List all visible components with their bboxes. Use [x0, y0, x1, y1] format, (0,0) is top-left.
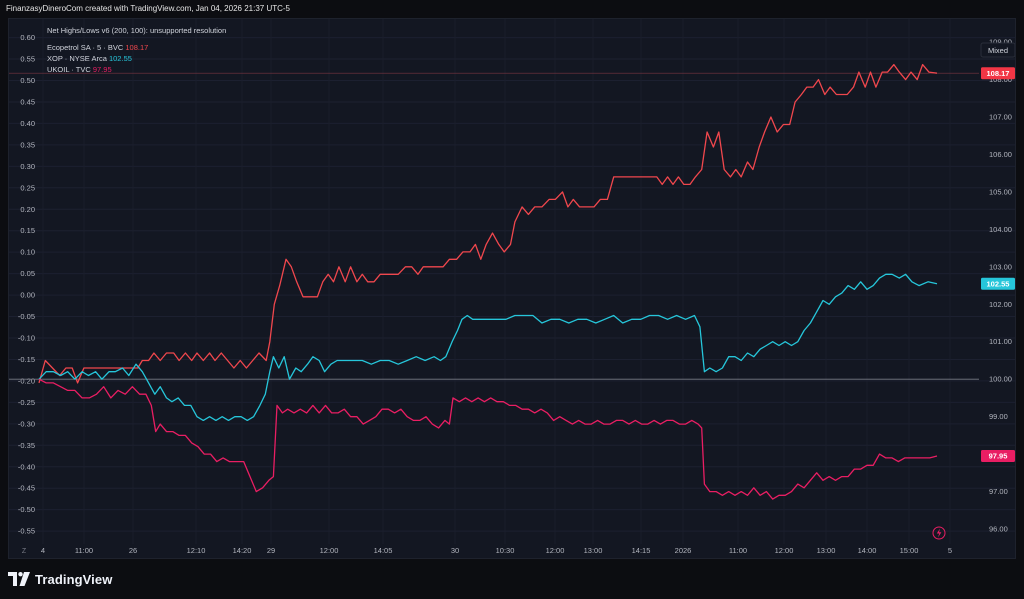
- right-tick-label: 99.00: [989, 412, 1008, 421]
- left-tick-label: -0.30: [18, 419, 35, 428]
- time-tick-label: 12:00: [320, 546, 339, 555]
- left-tick-label: 0.50: [20, 76, 35, 85]
- left-tick-label: -0.15: [18, 355, 35, 364]
- price-tags: 108.17 102.55 97.95: [981, 67, 1015, 462]
- legend-entry[interactable]: XOP · NYSE Arca 102.55: [47, 54, 132, 63]
- right-tick-label: 108.00: [989, 75, 1012, 84]
- price-tag-label: 97.95: [989, 452, 1008, 461]
- left-tick-label: -0.35: [18, 441, 35, 450]
- left-tick-label: -0.25: [18, 398, 35, 407]
- right-tick-label: 96.00: [989, 525, 1008, 534]
- left-tick-label: -0.50: [18, 505, 35, 514]
- lightning-icon[interactable]: [932, 526, 946, 540]
- series-line-2: [38, 273, 938, 422]
- tradingview-logo-icon: [8, 572, 30, 586]
- time-tick-label: 13:00: [584, 546, 603, 555]
- left-tick-label: 0.30: [20, 162, 35, 171]
- left-tick-label: -0.55: [18, 527, 35, 536]
- scale-mode-label: Mixed: [988, 46, 1008, 55]
- price-tag-label: 108.17: [987, 69, 1010, 78]
- legend-value: 97.95: [93, 65, 112, 74]
- legend-value: 102.55: [109, 54, 132, 63]
- time-tick-label: 5: [948, 546, 952, 555]
- footer: TradingView: [0, 560, 1024, 599]
- price-tag-label: 102.55: [987, 279, 1010, 288]
- grid-lines: [9, 19, 1015, 544]
- left-tick-label: 0.35: [20, 140, 35, 149]
- series-line-1: [38, 63, 938, 384]
- left-tick-label: -0.45: [18, 484, 35, 493]
- scale-mode-button[interactable]: Mixed: [980, 42, 1016, 58]
- indicator-label[interactable]: Net Highs/Lows v6 (200, 100): unsupporte…: [47, 26, 226, 35]
- brand-name: TradingView: [35, 571, 113, 587]
- left-tick-label: 0.20: [20, 205, 35, 214]
- right-tick-label: 100.00: [989, 375, 1012, 384]
- legend-name: XOP · NYSE Arca: [47, 54, 109, 63]
- time-tick-label: 15:00: [900, 546, 919, 555]
- legend: Net Highs/Lows v6 (200, 100): unsupporte…: [47, 26, 226, 74]
- left-tick-label: -0.40: [18, 462, 35, 471]
- time-tick-label: 26: [129, 546, 137, 555]
- z-icon[interactable]: Z: [22, 548, 27, 555]
- left-axis: 0.60 0.55 0.50 0.45 0.40 0.35 0.30 0.25 0.20 0.15…: [18, 33, 35, 536]
- left-tick-label: -0.10: [18, 334, 35, 343]
- time-tick-label: 29: [267, 546, 275, 555]
- left-tick-label: 0.45: [20, 97, 35, 106]
- time-tick-label: 12:00: [775, 546, 794, 555]
- left-tick-label: -0.05: [18, 312, 35, 321]
- series-layer: [38, 63, 938, 500]
- series-line-3: [38, 378, 938, 500]
- legend-value: 108.17: [125, 43, 148, 52]
- legend-entry[interactable]: Ecopetrol SA · 5 · BVC 108.17: [47, 43, 148, 52]
- right-tick-label: 105.00: [989, 187, 1012, 196]
- time-tick-label: 14:20: [233, 546, 252, 555]
- right-tick-label: 101.00: [989, 337, 1012, 346]
- price-tag-1: [981, 67, 1015, 80]
- time-tick-label: 14:00: [858, 546, 877, 555]
- left-tick-label: 0.25: [20, 183, 35, 192]
- chart-frame[interactable]: 0.60 0.55 0.50 0.45 0.40 0.35 0.30 0.25 0.20 0.15…: [8, 18, 1016, 559]
- svg-text:Z: Z: [22, 548, 27, 555]
- time-tick-label: 12:00: [546, 546, 565, 555]
- right-tick-label: 106.00: [989, 150, 1012, 159]
- legend-entry[interactable]: UKOIL · TVC 97.95: [47, 65, 112, 74]
- time-tick-label: 14:05: [374, 546, 393, 555]
- legend-name: UKOIL · TVC: [47, 65, 93, 74]
- left-tick-label: 0.15: [20, 226, 35, 235]
- right-tick-label: 102.00: [989, 300, 1012, 309]
- attribution-text: FinanzasyDineroCom created with TradingV…: [6, 4, 290, 13]
- left-tick-label: 0.55: [20, 55, 35, 64]
- left-tick-label: -0.20: [18, 376, 35, 385]
- time-tick-label: 12:10: [187, 546, 206, 555]
- tradingview-brand[interactable]: TradingView: [8, 571, 112, 587]
- right-tick-label: 104.00: [989, 225, 1012, 234]
- left-tick-label: 0.00: [20, 291, 35, 300]
- right-tick-label: 107.00: [989, 113, 1012, 122]
- time-tick-label: 4: [41, 546, 45, 555]
- time-axis[interactable]: 4 11:00 26 12:10 14:20 29 12:00 14:05 30 10:30 12:…: [41, 546, 952, 555]
- price-chart[interactable]: 0.60 0.55 0.50 0.45 0.40 0.35 0.30 0.25 0.20 0.15…: [9, 19, 1016, 558]
- time-tick-label: 11:00: [75, 546, 93, 555]
- time-tick-label: 10:30: [496, 546, 515, 555]
- left-tick-label: 0.10: [20, 248, 35, 257]
- attribution-bar: FinanzasyDineroCom created with TradingV…: [0, 0, 1024, 18]
- right-tick-label: 103.00: [989, 262, 1012, 271]
- time-tick-label: 11:00: [729, 546, 747, 555]
- right-tick-label: 97.00: [989, 487, 1008, 496]
- legend-name: Ecopetrol SA · 5 · BVC: [47, 43, 125, 52]
- left-tick-label: 0.05: [20, 269, 35, 278]
- time-tick-label: 13:00: [817, 546, 836, 555]
- time-tick-label: 2026: [675, 546, 692, 555]
- right-tick-label: 109.00: [989, 38, 1012, 47]
- price-tag-2: [981, 277, 1015, 290]
- left-tick-label: 0.40: [20, 119, 35, 128]
- time-tick-label: 14:15: [632, 546, 651, 555]
- left-tick-label: 0.60: [20, 33, 35, 42]
- time-tick-label: 30: [451, 546, 459, 555]
- price-tag-3: [981, 449, 1015, 462]
